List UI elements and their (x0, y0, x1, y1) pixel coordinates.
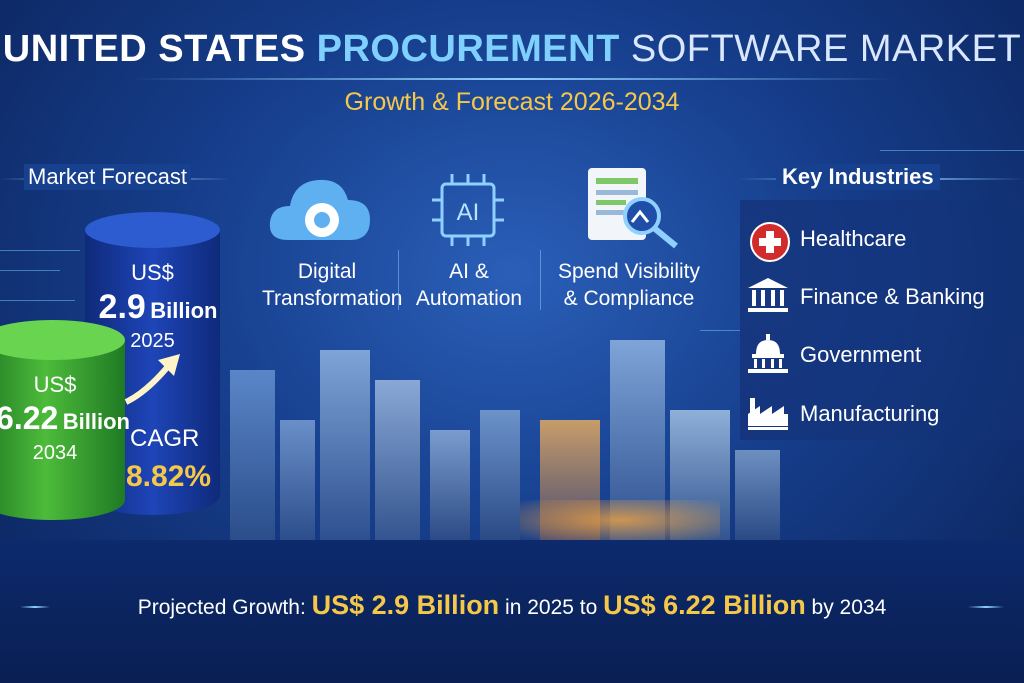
circuit-line (880, 150, 1024, 151)
infographic: UNITED STATES PROCUREMENT SOFTWARE MARKE… (0, 0, 1024, 683)
building (280, 420, 315, 540)
summary-suffix: by 2034 (812, 596, 887, 619)
end-currency: US$ (0, 372, 125, 398)
feature-line-2: Transformation (262, 285, 392, 312)
title-part-1: UNITED STATES (3, 28, 306, 70)
feature-line-1: AI & (405, 258, 533, 285)
industry-healthcare: Healthcare (800, 226, 906, 252)
feature-spend-visibility: Spend Visibility & Compliance (548, 258, 710, 312)
cross-bar (759, 238, 781, 246)
building (230, 370, 275, 540)
factory-icon (746, 392, 790, 432)
building (480, 410, 520, 540)
title-part-3: SOFTWARE MARKET (631, 28, 1021, 70)
summary-mid: in 2025 to (505, 596, 597, 619)
start-currency: US$ (85, 260, 220, 286)
circuit-line (0, 250, 80, 251)
title-part-2: PROCUREMENT (317, 28, 620, 70)
start-amount-row: 2.9 Billion (88, 288, 228, 327)
summary-start-value: US$ 2.9 Billion (312, 590, 500, 620)
start-amount: 2.9 (99, 288, 146, 326)
ai-chip-icon: AI (428, 172, 508, 250)
key-industries-label: Key Industries (776, 164, 940, 190)
end-year: 2034 (0, 442, 125, 465)
capitol-icon (746, 332, 790, 374)
cagr-label: CAGR (130, 425, 199, 453)
feature-line-2: & Compliance (548, 285, 710, 312)
feature-ai-automation: AI & Automation (405, 258, 533, 312)
cagr-value: 8.82% (126, 460, 211, 494)
summary-prefix: Projected Growth: (138, 596, 306, 619)
projected-growth-summary: Projected Growth: US$ 2.9 Billion in 202… (0, 590, 1024, 621)
bank-icon (746, 276, 790, 314)
end-amount-row: 6.22 Billion (0, 400, 138, 437)
industry-manufacturing: Manufacturing (800, 401, 939, 427)
end-unit: Billion (63, 409, 130, 434)
feature-line-2: Automation (405, 285, 533, 312)
report-magnifier-icon (584, 166, 686, 250)
feature-line-1: Spend Visibility (548, 258, 710, 285)
cylinder-top (85, 212, 220, 248)
growth-arrow-icon (122, 352, 184, 407)
market-forecast-label: Market Forecast (24, 164, 191, 190)
cylinder-top (0, 320, 125, 360)
start-unit: Billion (150, 298, 217, 323)
industry-finance-banking: Finance & Banking (800, 284, 985, 310)
building (430, 430, 470, 540)
divider (398, 250, 399, 310)
feature-digital-transformation: Digital Transformation (262, 258, 392, 312)
summary-end-value: US$ 6.22 Billion (603, 590, 806, 620)
title-divider (130, 78, 894, 80)
divider (540, 250, 541, 310)
building (320, 350, 370, 540)
building (735, 450, 780, 540)
industry-government: Government (800, 342, 921, 368)
ai-chip-text: AI (457, 199, 480, 226)
sunrise-glow (520, 500, 720, 540)
circuit-line (0, 300, 75, 301)
cloud-gear-icon (266, 170, 376, 250)
medical-cross-icon (750, 222, 790, 262)
building (375, 380, 420, 540)
end-amount: 6.22 (0, 400, 58, 436)
subtitle: Growth & Forecast 2026-2034 (0, 88, 1024, 117)
circuit-line (0, 270, 60, 271)
page-title: UNITED STATES PROCUREMENT SOFTWARE MARKE… (0, 28, 1024, 71)
feature-line-1: Digital (262, 258, 392, 285)
